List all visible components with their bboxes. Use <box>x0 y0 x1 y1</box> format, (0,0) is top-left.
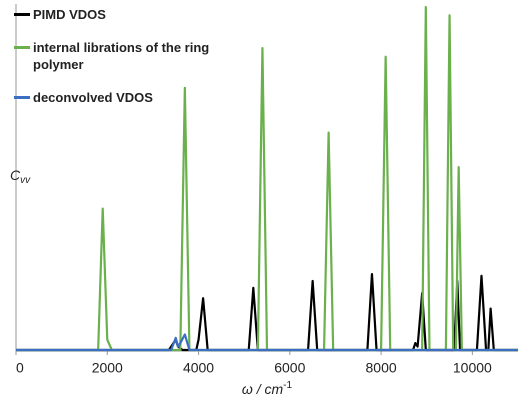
x-tick-label: 6000 <box>274 360 305 376</box>
legend-label: PIMD VDOS <box>33 7 106 22</box>
y-axis-title: Cvv <box>10 167 31 186</box>
x-tick-label: 0 <box>16 360 24 376</box>
legend-entry: internal librations of the ring polymer <box>14 39 224 73</box>
x-tick-label: 4000 <box>183 360 214 376</box>
y-label: C <box>10 167 21 183</box>
legend-entry: PIMD VDOS <box>14 6 224 23</box>
x-axis-title: ω / cm-1 <box>242 380 293 397</box>
x-tick-label: 8000 <box>366 360 397 376</box>
x-tick-label: 10000 <box>453 360 492 376</box>
x-label: ω / cm <box>242 381 284 397</box>
legend-swatch <box>14 13 30 16</box>
legend-entry: deconvolved VDOS <box>14 89 224 106</box>
legend: PIMD VDOS internal librations of the ring… <box>14 6 224 122</box>
legend-label: internal librations of the ring polymer <box>33 40 210 72</box>
series-line <box>16 333 518 352</box>
x-tick-label: 2000 <box>92 360 123 376</box>
legend-swatch <box>14 96 30 99</box>
y-label-sub: vv <box>20 175 31 186</box>
series-line <box>16 5 518 352</box>
legend-swatch <box>14 46 30 49</box>
x-label-sup: -1 <box>283 380 292 391</box>
legend-label: deconvolved VDOS <box>33 90 153 105</box>
